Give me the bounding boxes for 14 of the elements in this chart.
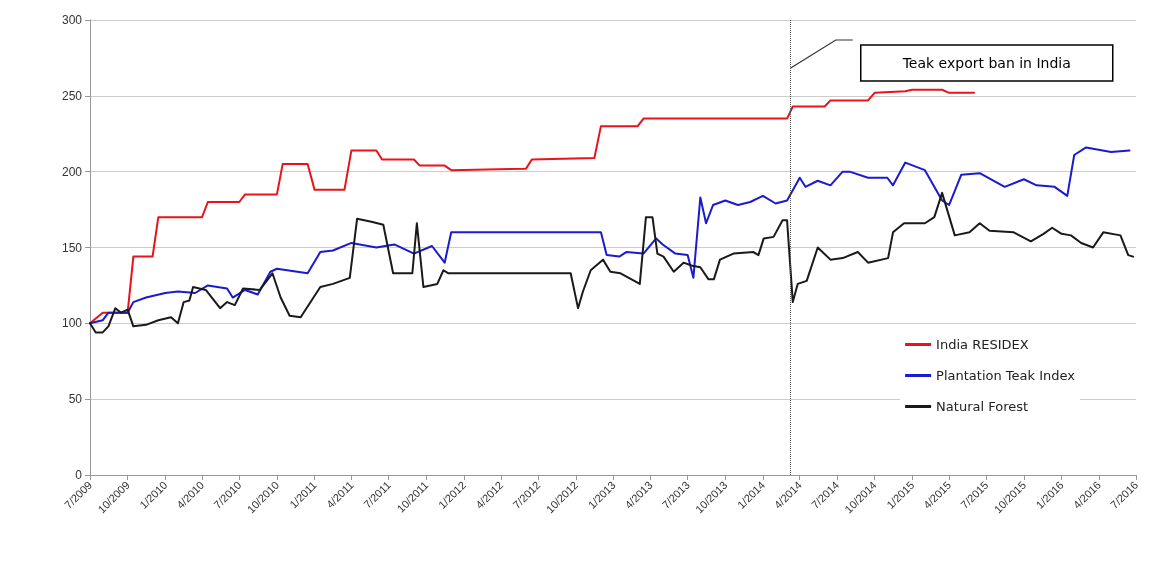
legend-label: India RESIDEX [936, 337, 1029, 352]
y-tick-label: 50 [68, 392, 83, 407]
legend-label: Plantation Teak Index [936, 368, 1076, 383]
line-series [89, 191, 1135, 334]
y-tick-label: 150 [61, 240, 83, 255]
y-tick-label: 300 [61, 13, 83, 27]
y-tick-label: 250 [61, 88, 83, 103]
y-tick-label: 0 [75, 468, 83, 482]
y-tick-label: 200 [61, 164, 83, 179]
legend-label: Natural Forest [936, 399, 1029, 414]
y-tick-label: 100 [61, 316, 83, 331]
line-series [89, 146, 1131, 325]
line-series [89, 88, 976, 325]
annotation: Teak export ban in India [901, 55, 1071, 71]
